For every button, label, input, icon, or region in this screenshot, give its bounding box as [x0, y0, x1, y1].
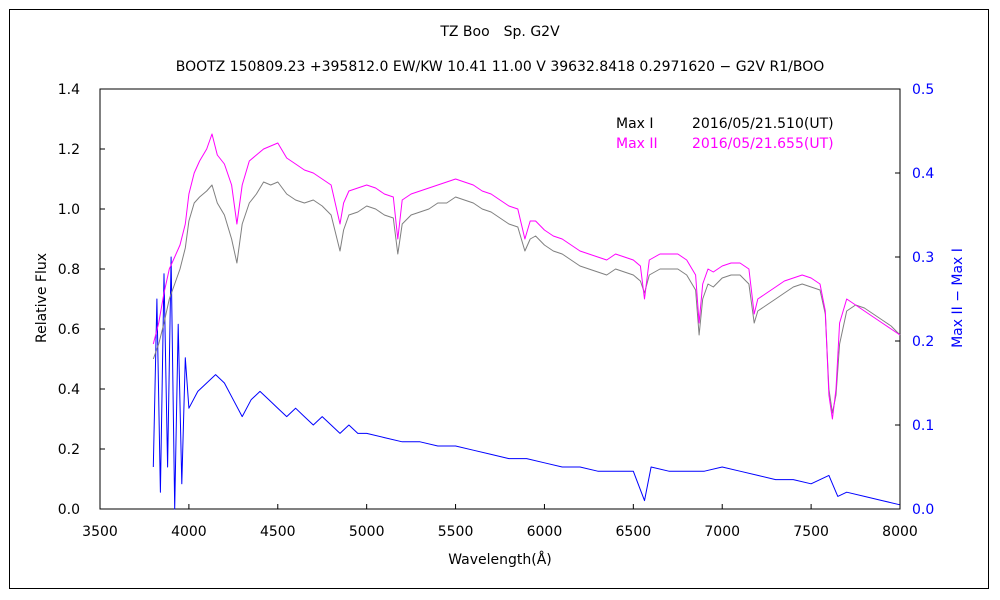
chart-title: TZ Boo Sp. G2V: [439, 24, 560, 40]
x-tick-label: 4000: [171, 524, 207, 540]
y-axis-ticks: 0.0 0.2 0.4 0.6 0.8 1.0 1.2 1.4: [58, 82, 105, 518]
y-tick-label: 0.2: [58, 442, 80, 458]
x-axis-label: Wavelength(Å): [448, 551, 552, 568]
legend-note-max-i: 2016/05/21.510(UT): [692, 116, 834, 132]
x-tick-label: 4500: [260, 524, 296, 540]
y-tick-label: 0.4: [58, 382, 80, 398]
chart-frame: [9, 9, 989, 589]
legend-note-max-ii: 2016/05/21.655(UT): [692, 136, 834, 152]
y-tick-label: 1.4: [58, 82, 80, 98]
series-line-max-ii: [152, 133, 901, 420]
x-tick-label: 8000: [882, 524, 918, 540]
legend-label-max-i: Max I: [616, 116, 654, 132]
y-axis-label: Relative Flux: [34, 253, 50, 343]
x-tick-label: 7500: [793, 524, 829, 540]
x-tick-label: 7000: [704, 524, 740, 540]
legend-label-max-ii: Max II: [616, 136, 658, 152]
series-layer: [152, 133, 901, 510]
y2-tick-label: 0.0: [912, 502, 934, 518]
x-tick-label: 6500: [616, 524, 652, 540]
x-tick-label: 3500: [82, 524, 118, 540]
plot-area: [99, 88, 901, 510]
y2-axis-label: Max II − Max I: [950, 248, 966, 348]
x-tick-label: 5500: [438, 524, 474, 540]
y-tick-label: 1.0: [58, 202, 80, 218]
y2-tick-label: 0.3: [912, 250, 934, 266]
legend: Max I 2016/05/21.510(UT) Max II 2016/05/…: [616, 116, 834, 152]
x-axis-ticks: 3500 4000 4500 5000 5500 6000 6500 7000 7500 8000: [82, 504, 918, 540]
series-line-max-ii-max-i: [152, 256, 901, 510]
y2-axis-ticks: 0.0 0.1 0.2 0.3 0.4 0.5: [895, 82, 934, 518]
y2-tick-label: 0.5: [912, 82, 934, 98]
x-tick-label: 5000: [349, 524, 385, 540]
series-line-max-i: [152, 181, 901, 414]
y2-tick-label: 0.2: [912, 334, 934, 350]
y-tick-label: 0.0: [58, 502, 80, 518]
y-tick-label: 1.2: [58, 142, 80, 158]
y2-tick-label: 0.4: [912, 166, 934, 182]
y-tick-label: 0.6: [58, 322, 80, 338]
y-tick-label: 0.8: [58, 262, 80, 278]
x-tick-label: 6000: [527, 524, 563, 540]
y2-tick-label: 0.1: [912, 418, 934, 434]
chart-subtitle: BOOTZ 150809.23 +395812.0 EW/KW 10.41 11…: [176, 59, 825, 75]
